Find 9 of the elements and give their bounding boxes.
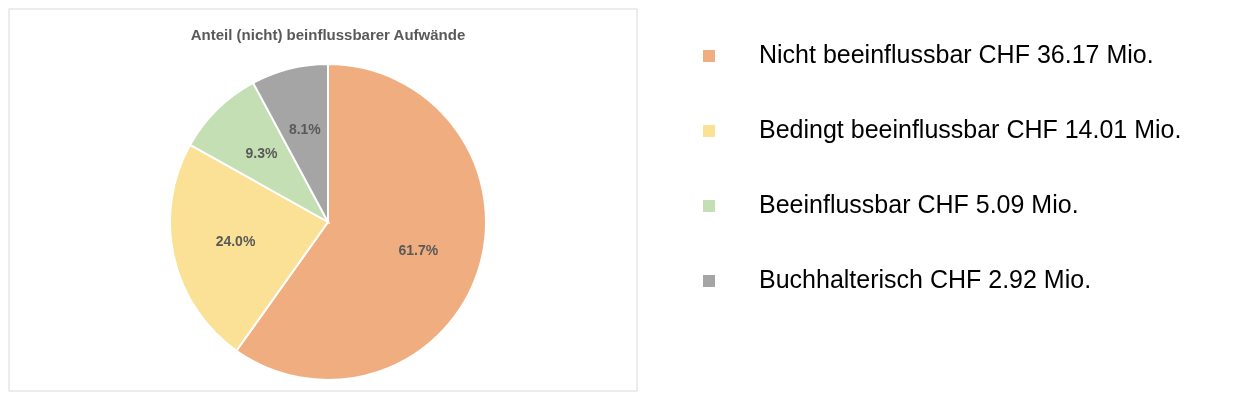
data-label: 9.3%: [245, 145, 279, 162]
legend-label: Nicht beeinflussbar CHF 36.17 Mio.: [759, 39, 1154, 68]
chart-title: Anteil (nicht) beinflussbarer Aufwände: [190, 26, 466, 43]
data-label: 8.1%: [288, 120, 322, 137]
legend-label: Bedingt beeinflussbar CHF 14.01 Mio.: [759, 114, 1182, 143]
legend-label: Beeinflussbar CHF 5.09 Mio.: [759, 189, 1079, 218]
legend-label: Buchhalterisch CHF 2.92 Mio.: [759, 264, 1092, 293]
data-label: 61.7%: [398, 241, 439, 258]
data-label: 24.0%: [215, 233, 256, 250]
